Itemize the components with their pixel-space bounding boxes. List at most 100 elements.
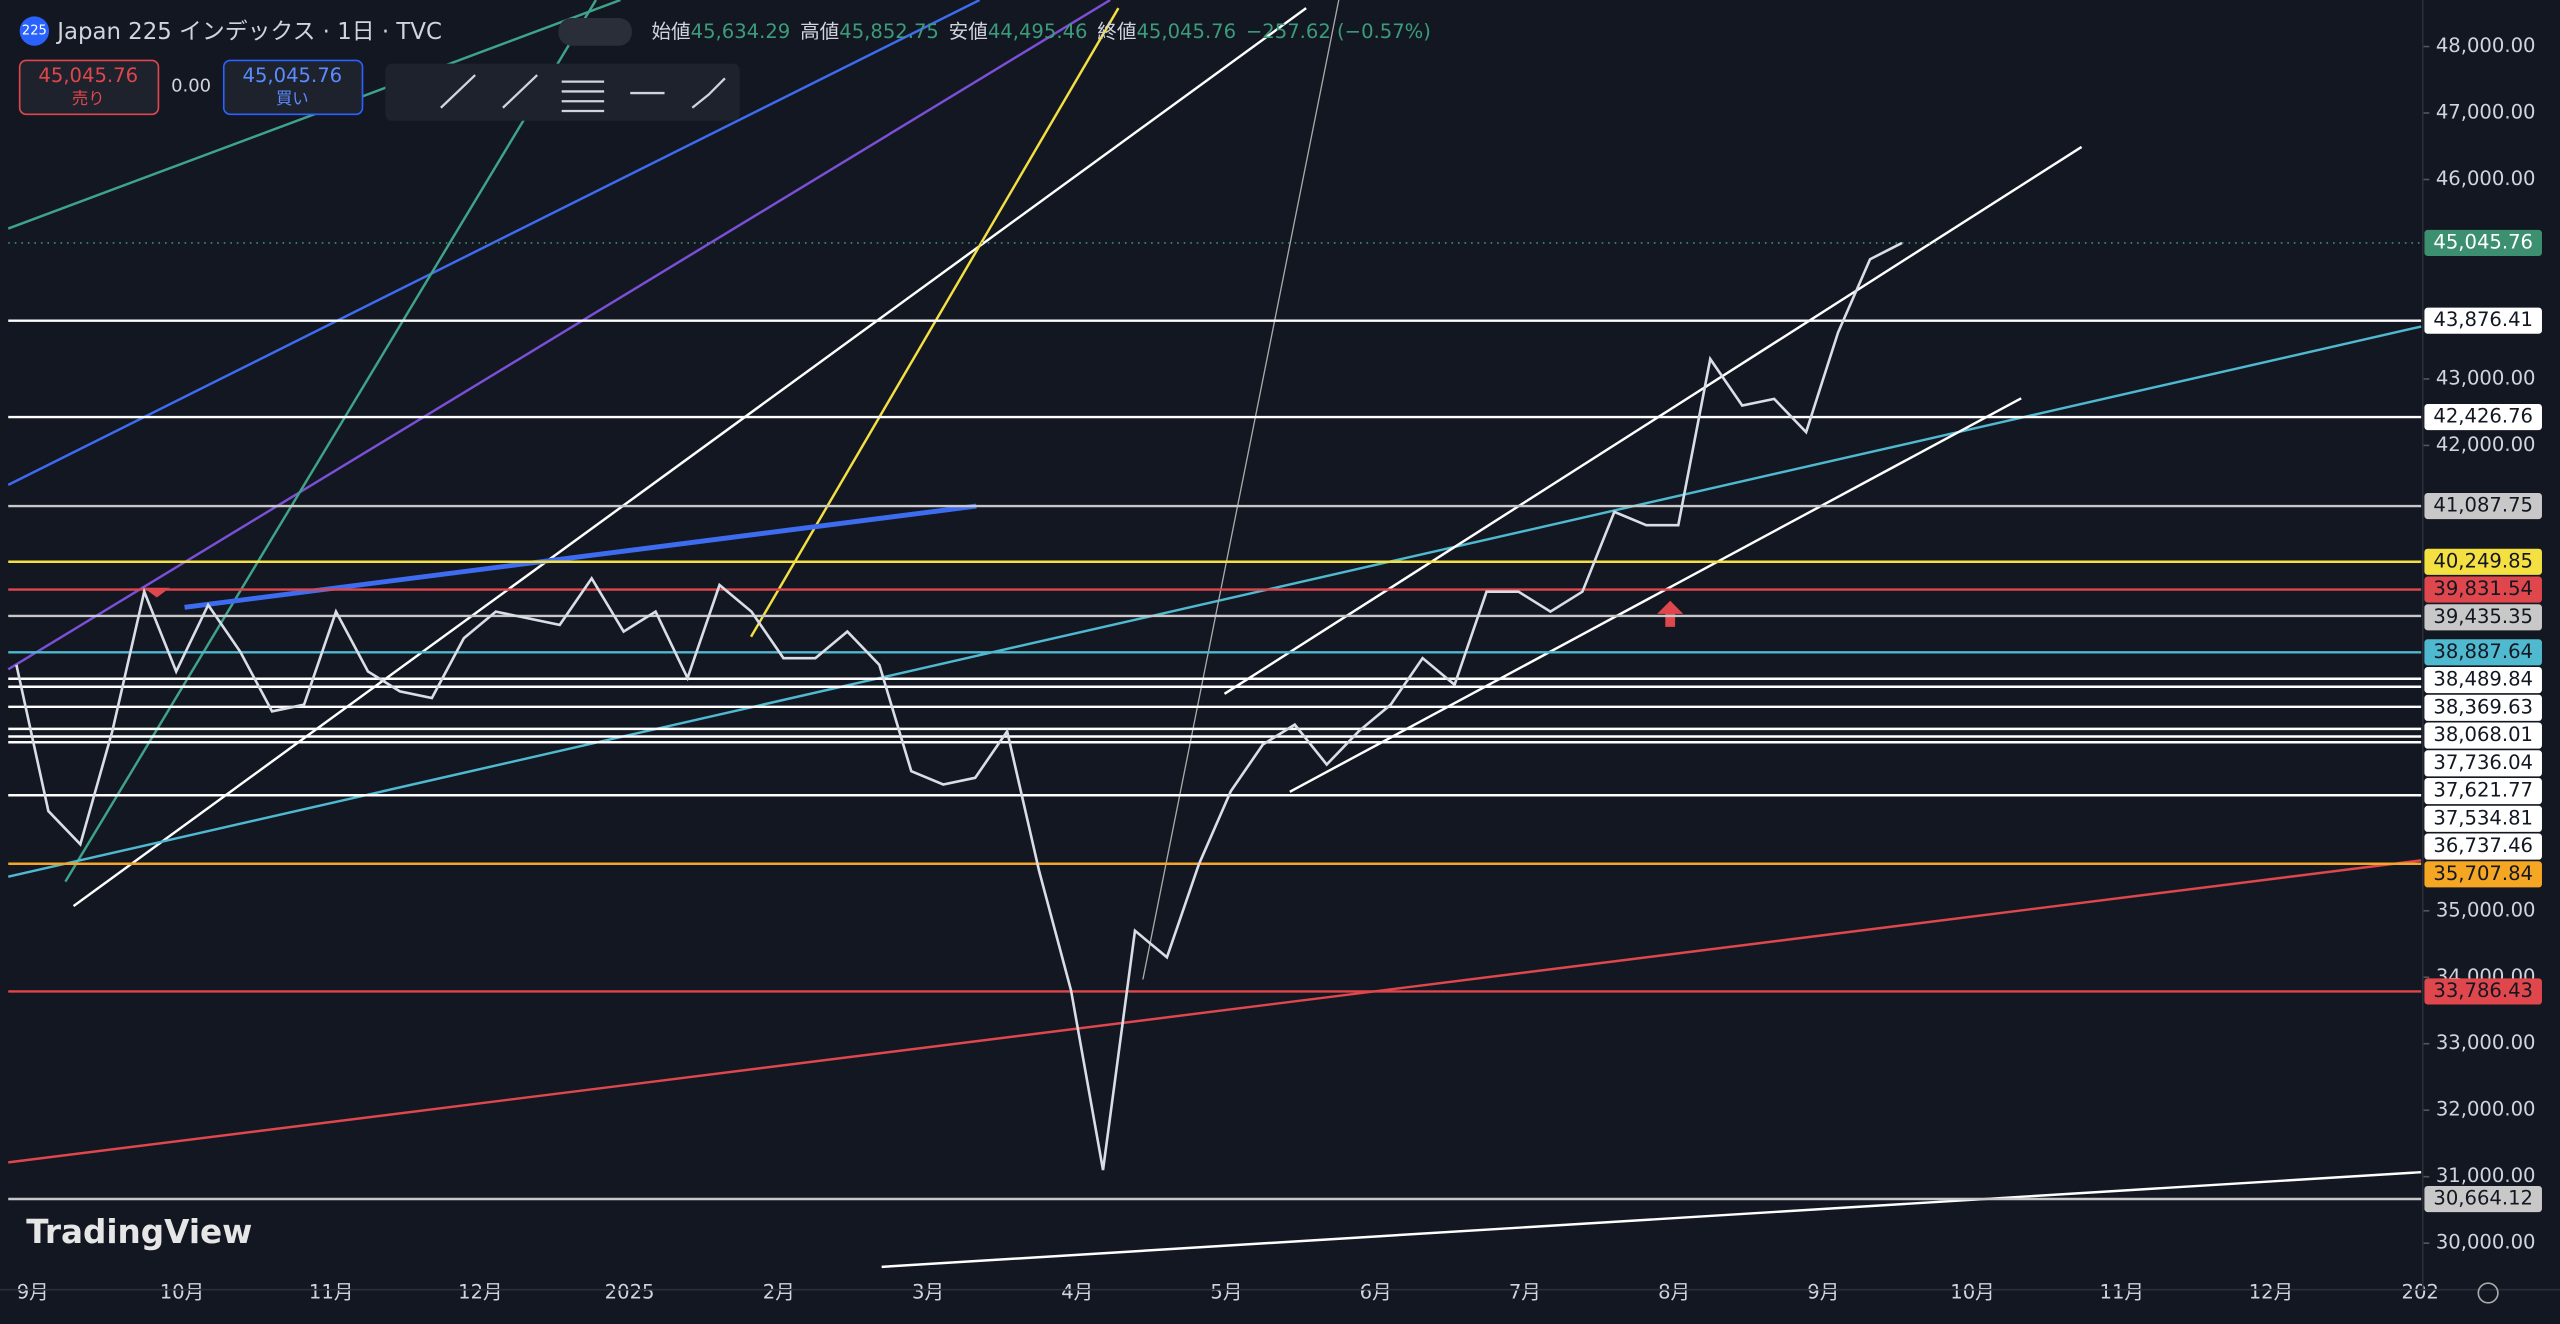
tool-trend[interactable]	[440, 74, 476, 109]
trend-line	[72, 7, 1307, 908]
level-label-bg	[2424, 694, 2542, 721]
ohlc-value: 45,852.75	[839, 20, 939, 43]
trend-line	[1142, 0, 1340, 980]
x-tick-label: 3月	[912, 1280, 944, 1303]
y-tick-label: 42,000.00	[2436, 433, 2536, 456]
symbol-badge-text: 225	[22, 24, 47, 39]
level-label-bg	[2424, 403, 2542, 431]
y-tick-label: 33,000.00	[2436, 1031, 2536, 1054]
x-tick-label: 9月	[1807, 1280, 1839, 1303]
level-label: 37,621.77	[2433, 779, 2533, 802]
buy-price: 45,045.76	[242, 64, 342, 87]
level-label: 35,707.84	[2433, 862, 2533, 885]
level-label: 39,435.35	[2433, 605, 2533, 628]
x-tick-label: 7月	[1509, 1280, 1541, 1303]
x-tick-label: 6月	[1360, 1280, 1392, 1303]
level-label-bg	[2424, 667, 2542, 694]
y-tick-label: 43,000.00	[2436, 366, 2536, 389]
x-tick-label: 12月	[2249, 1280, 2294, 1303]
sell-label: 売り	[72, 89, 105, 108]
last-price-label: 45,045.76	[2433, 230, 2533, 253]
x-tick-label: 2月	[763, 1280, 795, 1303]
x-tick-label: 9月	[17, 1280, 49, 1303]
last-price-bg	[2424, 229, 2542, 256]
x-tick-label: 11月	[309, 1280, 354, 1303]
sell-button[interactable]	[18, 59, 160, 116]
tool-path[interactable]	[691, 77, 726, 109]
level-label-bg	[2424, 307, 2542, 334]
trend-line	[7, 0, 1111, 671]
toggle[interactable]	[558, 17, 632, 46]
y-tick-label: 32,000.00	[2436, 1098, 2536, 1121]
level-label: 37,736.04	[2433, 751, 2533, 774]
change: −257.62 (−0.57%)	[1246, 20, 1431, 43]
symbol-badge	[19, 16, 50, 46]
level-label: 38,369.63	[2433, 695, 2533, 718]
buy-button[interactable]	[222, 59, 364, 116]
x-tick-label: 12月	[458, 1280, 503, 1303]
ohlc-value: 45,634.29	[691, 20, 791, 43]
settings[interactable]	[2477, 1282, 2499, 1304]
level-label-bg	[2424, 493, 2542, 520]
level-label-bg	[2424, 861, 2542, 888]
tool-ray[interactable]	[502, 74, 538, 109]
level-label-bg	[2424, 576, 2542, 603]
level-label: 43,876.41	[2433, 308, 2533, 331]
level-label: 37,534.81	[2433, 806, 2533, 829]
tool-fib[interactable]	[561, 80, 605, 113]
spread: 0.00	[171, 76, 211, 97]
x-tick-label: 10月	[1950, 1280, 1995, 1303]
level-label: 41,087.75	[2433, 494, 2533, 517]
trend-line	[64, 0, 598, 883]
level-label: 38,489.84	[2433, 668, 2533, 691]
ohlc-label: 終値	[1097, 20, 1136, 43]
y-tick-label: 47,000.00	[2436, 101, 2536, 124]
level-label-bg	[2424, 1185, 2542, 1213]
level-label-bg	[2424, 805, 2542, 832]
ohlc-label: 高値	[800, 20, 839, 43]
trend-line	[749, 7, 1120, 638]
y-tick-label: 46,000.00	[2436, 167, 2536, 190]
level-label-bg	[2424, 833, 2542, 860]
ohlc: 始値 45,634.29 高値 45,852.75 安値 44,495.46 終値 45,04…	[651, 20, 1236, 43]
level-label-bg	[2424, 639, 2542, 666]
y-tick-label: 30,000.00	[2436, 1231, 2536, 1254]
x-tick-label: 2025	[605, 1280, 655, 1303]
level-label-bg	[2424, 722, 2542, 749]
trend-line	[7, 0, 981, 486]
sell-price: 45,045.76	[38, 64, 138, 87]
y-tick-label: 48,000.00	[2436, 34, 2536, 57]
arrow-up	[1657, 600, 1684, 627]
level-label: 39,831.54	[2433, 577, 2533, 600]
y-tick-label: 31,000.00	[2436, 1164, 2536, 1187]
x-tick-label: 4月	[1061, 1280, 1093, 1303]
plot: 48,000.00 47,000.00 46,000.00 43,000.00 42,0…	[8, 34, 2542, 1303]
level-label: 38,887.64	[2433, 640, 2533, 663]
x-tick-label: 202	[2401, 1280, 2438, 1303]
level-label: 42,426.76	[2433, 405, 2533, 428]
level-label-bg	[2424, 548, 2542, 575]
trend-line	[881, 1170, 2422, 1269]
level-label-bg	[2424, 604, 2542, 631]
x-tick-label: 5月	[1210, 1280, 1242, 1303]
trend-line	[1289, 397, 2022, 793]
level-label: 40,249.85	[2433, 549, 2533, 572]
trend-line	[1223, 145, 2083, 695]
level-label-bg	[2424, 978, 2542, 1005]
ohlc-value: 44,495.46	[988, 20, 1088, 43]
level-label: 30,664.12	[2433, 1187, 2533, 1210]
watermark: TradingView	[26, 1213, 252, 1251]
level-label-bg	[2424, 750, 2542, 777]
y-tick-label: 35,000.00	[2436, 898, 2536, 921]
price-line	[15, 241, 1903, 1171]
x-tick-label: 10月	[160, 1280, 205, 1303]
ohlc-label: 始値	[651, 20, 690, 43]
symbol-title[interactable]: Japan 225 インデックス · 1日 · TVC	[55, 19, 442, 45]
level-label: 36,737.46	[2433, 834, 2533, 857]
level-label: 38,068.01	[2433, 723, 2533, 746]
level-label: 33,786.43	[2433, 979, 2533, 1002]
x-tick-label: 11月	[2099, 1280, 2144, 1303]
ohlc-label: 安値	[949, 20, 988, 43]
